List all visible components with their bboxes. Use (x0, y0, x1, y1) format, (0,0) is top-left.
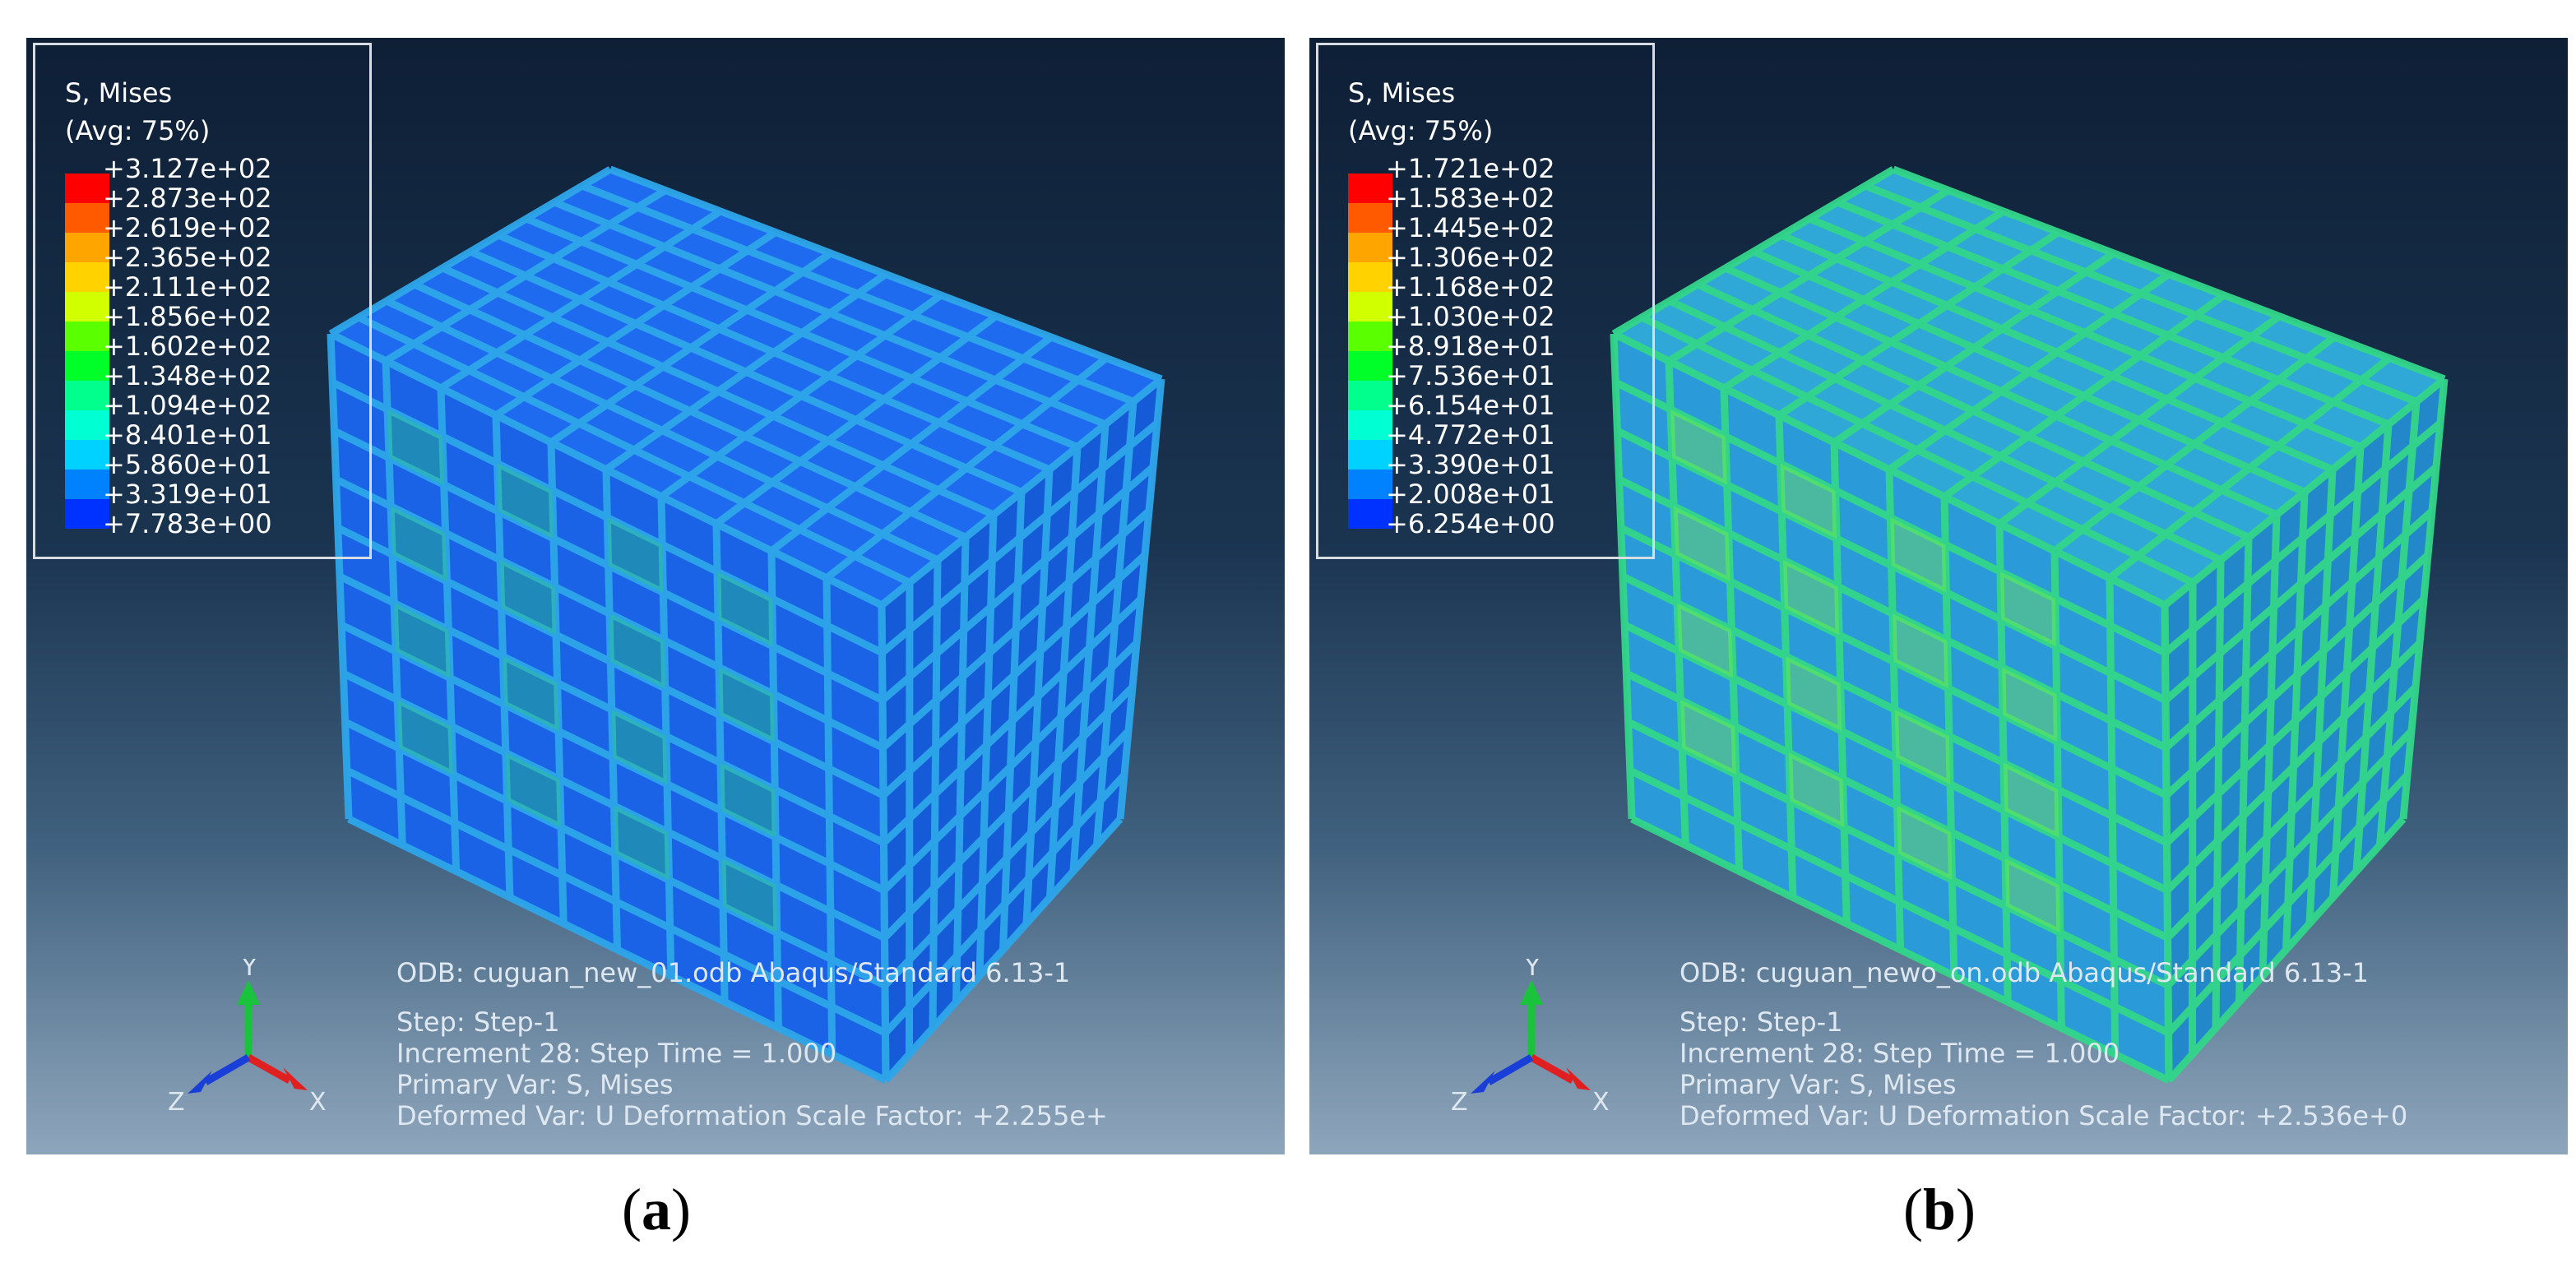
axis-label-z: Z (1451, 1088, 1468, 1117)
legend-swatch (65, 203, 109, 233)
viewport-panel-b[interactable]: S, Mises (Avg: 75%) +1.721e+02 +1.583e+0… (1309, 38, 2568, 1154)
legend-tick-label: +6.254e+00 (1386, 508, 1555, 539)
legend-tick-label: +1.094e+02 (103, 390, 272, 421)
axis-label-y: Y (241, 959, 257, 982)
fea-model-render-b (1610, 165, 2449, 1085)
legend-tick-label: +1.030e+02 (1386, 301, 1555, 332)
legend-tick-label: +1.445e+02 (1386, 212, 1555, 243)
legend-title: S, Mises (1348, 77, 1456, 109)
legend-tick-label: +2.111e+02 (103, 271, 272, 303)
increment-info: Increment 28: Step Time = 1.000 (1679, 1038, 2120, 1069)
legend-swatch (1348, 322, 1392, 351)
primary-var-info: Primary Var: S, Mises (396, 1069, 674, 1100)
legend-swatch (1348, 292, 1392, 322)
axis-label-y: Y (1524, 959, 1541, 982)
axis-label-x: X (309, 1088, 327, 1117)
legend-title: S, Mises (65, 77, 173, 109)
step-info: Step: Step-1 (396, 1006, 560, 1038)
model-side-face (882, 379, 1161, 1080)
legend-tick-label: +1.602e+02 (103, 331, 272, 362)
legend-swatch (1348, 499, 1392, 529)
legend-swatch (1348, 470, 1392, 499)
axis-triad-a: Y Z X (168, 959, 327, 1117)
legend-swatch (65, 233, 109, 262)
lattice-inner-cells (1670, 409, 2060, 933)
lattice-struts (1610, 165, 2449, 1085)
legend-tick-label: +2.008e+01 (1386, 479, 1555, 510)
legend-tick-label: +2.619e+02 (103, 212, 272, 243)
legend-tick-label: +1.583e+02 (1386, 183, 1555, 214)
axis-triad-b: Y Z X (1451, 959, 1610, 1117)
legend-tick-label: +2.873e+02 (103, 183, 272, 214)
legend-tick-label: +6.154e+01 (1386, 390, 1555, 421)
legend-swatch (65, 173, 109, 203)
step-info: Step: Step-1 (1679, 1006, 1843, 1038)
legend-swatch (1348, 440, 1392, 470)
odb-info: ODB: cuguan_new_01.odb Abaqus/Standard 6… (396, 957, 1071, 988)
caption-b: (b) (1902, 1177, 1976, 1242)
increment-info: Increment 28: Step Time = 1.000 (396, 1038, 837, 1069)
legend-swatch (65, 499, 109, 529)
legend-swatch (1348, 410, 1392, 440)
legend-swatch (1348, 233, 1392, 262)
legend-tick-label: +1.348e+02 (103, 360, 272, 391)
legend-ticks: +3.127e+02 +2.873e+02 +2.619e+02 +2.365e… (103, 154, 272, 539)
mises-legend-b: S, Mises (Avg: 75%) +1.721e+02 +1.583e+0… (1316, 43, 1655, 559)
legend-tick-label: +1.168e+02 (1386, 271, 1555, 303)
legend-swatch (1348, 381, 1392, 410)
legend-tick-label: +3.319e+01 (103, 479, 272, 510)
legend-tick-label: +1.306e+02 (1386, 242, 1555, 273)
odb-info: ODB: cuguan_newo_on.odb Abaqus/Standard … (1679, 957, 2369, 988)
legend-tick-label: +3.127e+02 (103, 153, 272, 184)
legend-swatch (65, 440, 109, 470)
legend-tick-label: +8.918e+01 (1386, 331, 1555, 362)
legend-swatch (65, 322, 109, 351)
axis-label-z: Z (168, 1088, 185, 1117)
legend-tick-label: +5.860e+01 (103, 449, 272, 480)
legend-tick-label: +7.536e+01 (1386, 360, 1555, 391)
legend-swatch (1348, 262, 1392, 292)
legend-tick-label: +7.783e+00 (103, 508, 272, 539)
legend-swatch (1348, 173, 1392, 203)
legend-swatch (1348, 351, 1392, 381)
axis-label-x: X (1592, 1088, 1610, 1117)
legend-colorbar (65, 173, 109, 529)
caption-a: (a) (622, 1177, 691, 1242)
legend-swatch (65, 262, 109, 292)
fea-model-render-a (327, 165, 1165, 1085)
legend-colorbar (1348, 173, 1392, 529)
legend-tick-label: +1.721e+02 (1386, 153, 1555, 184)
lattice-struts (327, 165, 1165, 1085)
legend-swatch (1348, 203, 1392, 233)
legend-swatch (65, 351, 109, 381)
legend-swatch (65, 470, 109, 499)
legend-subtitle: (Avg: 75%) (65, 115, 211, 146)
legend-tick-label: +8.401e+01 (103, 419, 272, 451)
viewport-panel-a[interactable]: S, Mises (Avg: 75%) +3.127e+02 +2.873e+0… (26, 38, 1285, 1154)
primary-var-info: Primary Var: S, Mises (1679, 1069, 1957, 1100)
legend-tick-label: +1.856e+02 (103, 301, 272, 332)
legend-swatch (65, 410, 109, 440)
legend-swatch (65, 381, 109, 410)
legend-swatch (65, 292, 109, 322)
mises-legend-a: S, Mises (Avg: 75%) +3.127e+02 +2.873e+0… (33, 43, 372, 559)
model-side-face (2165, 379, 2444, 1080)
legend-tick-label: +4.772e+01 (1386, 419, 1555, 451)
lattice-inner-cells (387, 409, 777, 933)
legend-ticks: +1.721e+02 +1.583e+02 +1.445e+02 +1.306e… (1386, 154, 1555, 539)
deformed-var-info: Deformed Var: U Deformation Scale Factor… (396, 1100, 1108, 1131)
legend-tick-label: +2.365e+02 (103, 242, 272, 273)
deformed-var-info: Deformed Var: U Deformation Scale Factor… (1679, 1100, 2408, 1131)
legend-subtitle: (Avg: 75%) (1348, 115, 1494, 146)
result-info-block-b: ODB: cuguan_newo_on.odb Abaqus/Standard … (1679, 957, 2407, 1131)
legend-tick-label: +3.390e+01 (1386, 449, 1555, 480)
result-info-block-a: ODB: cuguan_new_01.odb Abaqus/Standard 6… (396, 957, 1108, 1131)
